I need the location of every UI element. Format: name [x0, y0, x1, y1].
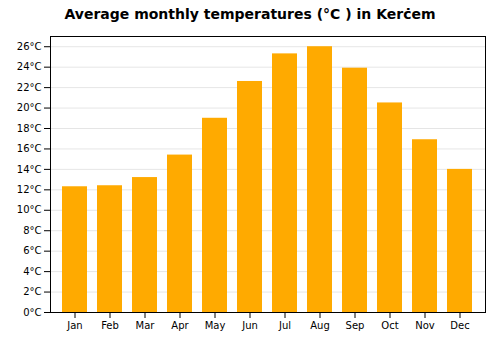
- svg-text:Sep: Sep: [346, 320, 365, 331]
- svg-text:Aug: Aug: [310, 320, 330, 331]
- svg-text:18°C: 18°C: [17, 123, 42, 134]
- svg-text:Mar: Mar: [136, 320, 156, 331]
- svg-text:12°C: 12°C: [17, 184, 42, 195]
- svg-text:10°C: 10°C: [17, 204, 42, 215]
- svg-text:0°C: 0°C: [23, 307, 41, 318]
- svg-text:May: May: [205, 320, 226, 331]
- svg-text:Dec: Dec: [450, 320, 469, 331]
- svg-text:8°C: 8°C: [23, 225, 41, 236]
- svg-text:Apr: Apr: [171, 320, 189, 331]
- svg-text:22°C: 22°C: [17, 82, 42, 93]
- svg-text:Nov: Nov: [415, 320, 435, 331]
- svg-text:26°C: 26°C: [17, 41, 42, 52]
- svg-text:4°C: 4°C: [23, 266, 41, 277]
- svg-text:Jan: Jan: [66, 320, 82, 331]
- svg-text:2°C: 2°C: [23, 286, 41, 297]
- svg-text:20°C: 20°C: [17, 102, 42, 113]
- svg-text:Jul: Jul: [278, 320, 291, 331]
- svg-text:Feb: Feb: [101, 320, 119, 331]
- svg-text:6°C: 6°C: [23, 245, 41, 256]
- svg-text:Oct: Oct: [381, 320, 398, 331]
- html-text:Average monthly temperatures (: Average monthly temperatures (°C ) in Ke…: [64, 6, 436, 22]
- svg-text:16°C: 16°C: [17, 143, 42, 154]
- svg-text:Jun: Jun: [241, 320, 258, 331]
- svg-text:14°C: 14°C: [17, 164, 42, 175]
- svg-text:24°C: 24°C: [17, 61, 42, 72]
